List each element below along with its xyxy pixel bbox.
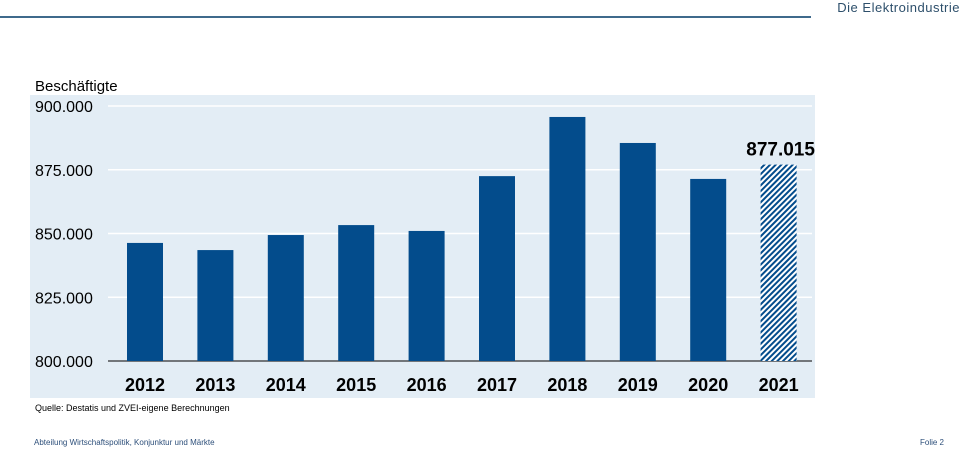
x-tick-label: 2012 xyxy=(125,375,165,395)
bar-2021 xyxy=(760,164,797,361)
y-tick-label: 850.000 xyxy=(35,227,93,244)
bar-2012 xyxy=(127,242,163,361)
x-tick-label: 2015 xyxy=(336,375,376,395)
data-label: 877.015 xyxy=(746,140,815,161)
y-tick-label: 900.000 xyxy=(35,99,93,116)
x-tick-label: 2018 xyxy=(547,375,587,395)
x-tick-label: 2019 xyxy=(618,375,658,395)
bar-2020 xyxy=(690,178,727,361)
bar-2013 xyxy=(197,250,234,361)
source-note: Quelle: Destatis und ZVEI-eigene Berechn… xyxy=(35,403,230,413)
x-tick-label: 2013 xyxy=(195,375,235,395)
footer-slide-number: Folie 2 xyxy=(919,438,944,447)
y-axis-title: Beschäftigte xyxy=(35,78,118,95)
x-tick-label: 2014 xyxy=(266,375,306,395)
bar-2014 xyxy=(267,235,304,361)
x-tick-label: 2017 xyxy=(477,375,517,395)
y-tick-label: 800.000 xyxy=(35,354,93,371)
x-tick-label: 2021 xyxy=(759,375,799,395)
bar-2018 xyxy=(549,116,586,361)
y-tick-label: 875.000 xyxy=(35,163,93,180)
x-tick-label: 2020 xyxy=(688,375,728,395)
header-divider xyxy=(0,16,811,18)
bar-2017 xyxy=(479,176,515,361)
bar-2016 xyxy=(408,230,445,361)
x-tick-label: 2016 xyxy=(407,375,447,395)
logo-text: Die Elektroindustrie xyxy=(837,0,960,15)
y-tick-label: 825.000 xyxy=(35,290,93,307)
bar-2015 xyxy=(338,225,375,361)
footer-department: Abteilung Wirtschaftspolitik, Konjunktur… xyxy=(34,438,215,447)
bar-2019 xyxy=(619,142,656,361)
